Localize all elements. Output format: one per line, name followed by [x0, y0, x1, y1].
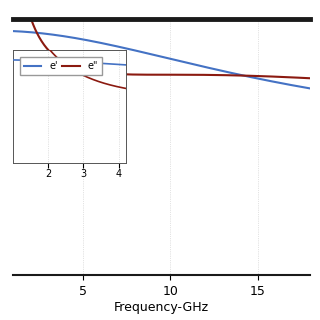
- X-axis label: Frequency-GHz: Frequency-GHz: [114, 301, 209, 314]
